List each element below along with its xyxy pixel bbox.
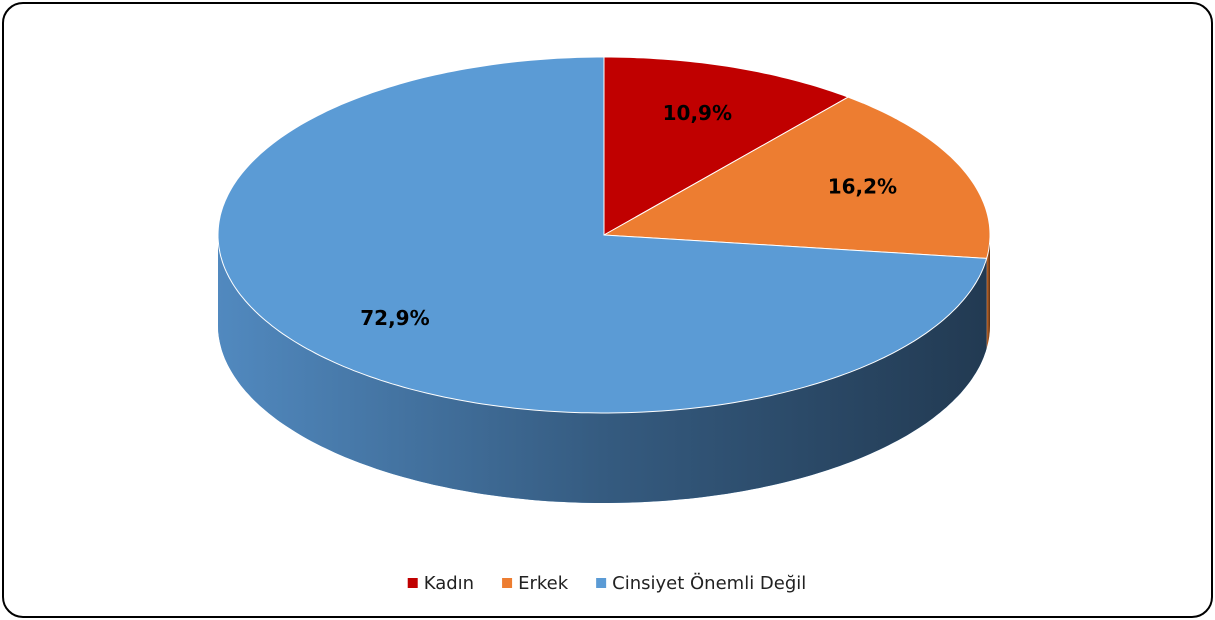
legend-swatch bbox=[502, 578, 513, 588]
value-label: 16,2% bbox=[828, 174, 897, 198]
value-label: 10,9% bbox=[663, 101, 732, 125]
legend-label: Kadın bbox=[424, 573, 474, 594]
slice-side-shade bbox=[218, 235, 987, 503]
legend-swatch bbox=[407, 578, 418, 588]
value-label: 72,9% bbox=[360, 306, 429, 330]
legend-label: Erkek bbox=[518, 573, 569, 594]
pie-slice bbox=[217, 56, 988, 414]
pie-slice bbox=[602, 96, 991, 259]
legend-label: Cinsiyet Önemli Değil bbox=[612, 572, 806, 594]
legend-swatch bbox=[596, 578, 607, 588]
pie-slice bbox=[603, 56, 850, 236]
slice-side-shade bbox=[986, 235, 990, 349]
